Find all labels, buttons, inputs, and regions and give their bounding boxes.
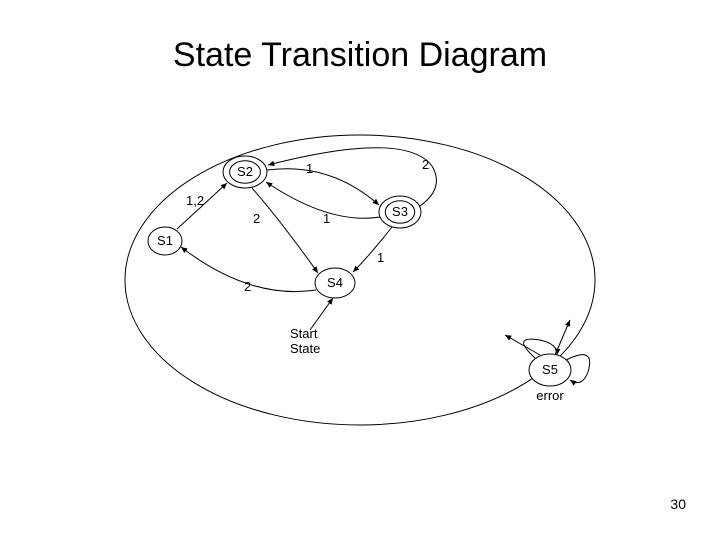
edge-label-s1-s2: 1,2 [186, 193, 204, 208]
enclosing-ellipse [125, 135, 595, 425]
edge-label-s3-s4: 1 [377, 250, 384, 265]
edge-s2-s3-top [267, 169, 379, 205]
edge-label-s4-s1: 2 [244, 279, 251, 294]
edge-s2-s3-right [268, 148, 436, 206]
edge-label-s2-s4-a: 2 [253, 211, 260, 226]
edge-big-to-s5-a [555, 320, 570, 355]
node-label-S4: S4 [327, 275, 343, 290]
edge-label-s2-s3-right: 2 [422, 157, 429, 172]
state-diagram: 1,2 1 2 2 1 2 1 StartState S1 S2 S3 S4 S5 error [0, 0, 720, 540]
node-label-S2: S2 [237, 164, 253, 179]
node-label-S3: S3 [392, 204, 408, 219]
start-label-line1: State [290, 341, 320, 356]
edge-label-s3-s2-ret: 1 [323, 211, 330, 226]
edge-big-to-s5-b [505, 335, 540, 355]
start-label-line0: Start [290, 326, 318, 341]
node-label-S1: S1 [157, 233, 173, 248]
edge-s2-s4-a [252, 188, 318, 273]
edge-s3-s4 [353, 227, 392, 272]
node-sublabel-S5: error [536, 388, 564, 403]
node-label-S5: S5 [542, 362, 558, 377]
edge-label-s2-s3-top: 1 [306, 161, 313, 176]
